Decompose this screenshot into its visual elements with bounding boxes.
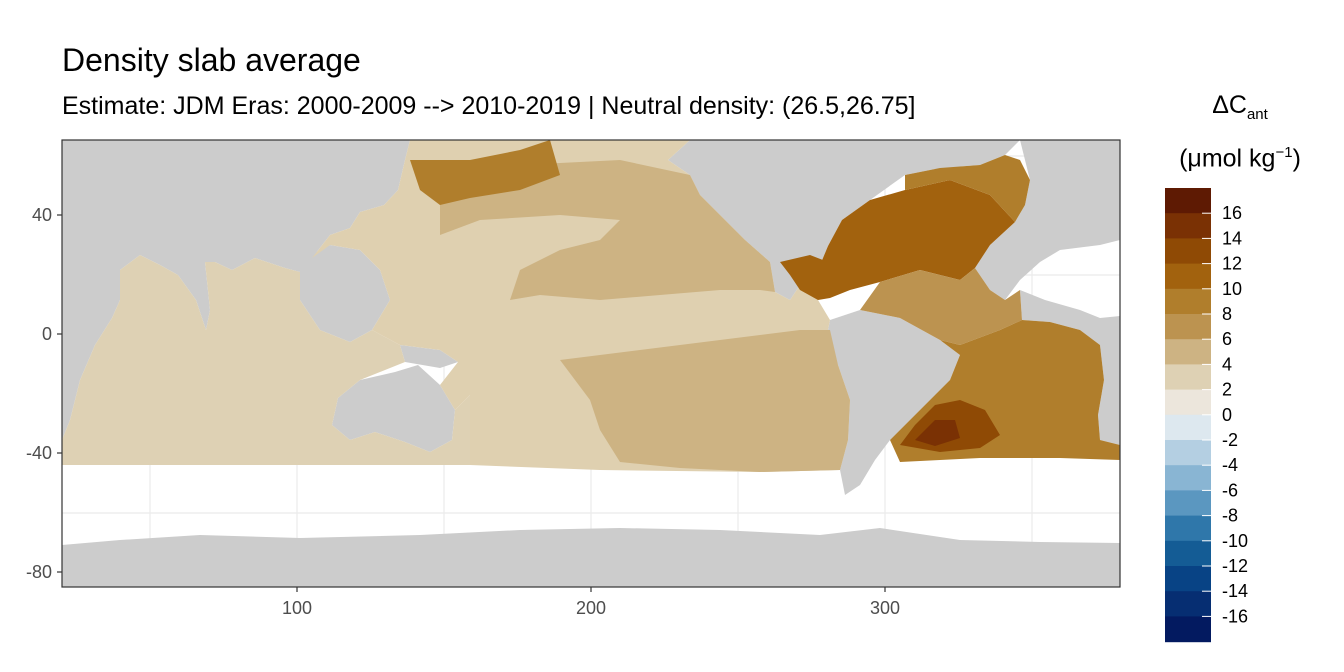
legend-swatch xyxy=(1165,591,1211,617)
y-tick-label: -80 xyxy=(26,562,52,582)
x-tick-label: 200 xyxy=(576,598,606,618)
ocean-gulf-caribbean xyxy=(780,255,830,300)
legend-swatch xyxy=(1165,515,1211,542)
legend-label: 10 xyxy=(1222,279,1242,299)
legend-label: 2 xyxy=(1222,380,1232,400)
legend-swatch xyxy=(1165,364,1211,391)
chart-title: Density slab average xyxy=(62,42,361,78)
x-axis-labels: 100 200 300 xyxy=(282,598,900,618)
legend-label: -8 xyxy=(1222,506,1238,526)
legend-swatch xyxy=(1165,238,1211,265)
legend-label: 0 xyxy=(1222,405,1232,425)
legend-label: 4 xyxy=(1222,354,1232,374)
legend-swatch xyxy=(1165,188,1211,214)
map-panel xyxy=(62,140,1120,587)
land-north-america xyxy=(668,140,1020,300)
land-south-america xyxy=(826,310,960,495)
legend-swatch xyxy=(1165,314,1211,340)
legend-label: -4 xyxy=(1222,455,1238,475)
x-tick-label: 300 xyxy=(870,598,900,618)
legend-swatch xyxy=(1165,490,1211,517)
ocean-atlantic-north xyxy=(818,180,1015,298)
legend-swatch xyxy=(1165,288,1211,315)
y-tick-label: -40 xyxy=(26,443,52,463)
legend-labels: 16 14 12 10 8 6 4 2 0 -2 -4 -6 -8 -10 -12 -14 -16 xyxy=(1222,203,1248,626)
legend-label: -14 xyxy=(1222,581,1248,601)
land-africa-east xyxy=(1020,290,1120,445)
ocean-atlantic-equatorial xyxy=(860,268,1022,345)
land-greenland xyxy=(900,140,1000,170)
legend-title-main: ΔC xyxy=(1212,91,1247,119)
y-tick-label: 40 xyxy=(32,205,52,225)
land-southeast-asia xyxy=(300,245,390,342)
legend-swatch xyxy=(1165,389,1211,416)
legend-swatch xyxy=(1165,440,1211,466)
ocean-argentine-core xyxy=(915,420,960,446)
ocean-north-pacific-band xyxy=(440,160,775,300)
legend-label: -6 xyxy=(1222,480,1238,500)
legend-label: -16 xyxy=(1222,606,1248,626)
legend-unit-open: (μmol kg xyxy=(1179,144,1276,173)
land-eurasia-africa xyxy=(62,140,410,440)
y-tick-label: 0 xyxy=(42,324,52,344)
y-axis-labels: 40 0 -40 -80 xyxy=(26,205,52,582)
ocean-indian xyxy=(62,255,470,465)
legend-label: 12 xyxy=(1222,254,1242,274)
legend-colorbar xyxy=(1165,188,1211,643)
legend-label: -2 xyxy=(1222,430,1238,450)
ocean-north-pacific-subpolar xyxy=(410,140,560,205)
legend-label: 16 xyxy=(1222,203,1242,223)
x-tick-label: 100 xyxy=(282,598,312,618)
land-europe-arctic xyxy=(975,140,1120,300)
legend-label: -12 xyxy=(1222,556,1248,576)
legend-swatch xyxy=(1165,616,1211,643)
legend-swatch xyxy=(1165,213,1211,239)
legend-unit-close: ) xyxy=(1292,144,1301,173)
legend-swatch xyxy=(1165,566,1211,592)
legend-title-sub: ant xyxy=(1246,106,1268,123)
legend-swatch xyxy=(1165,263,1211,290)
legend-swatch xyxy=(1165,414,1211,441)
legend-label: 14 xyxy=(1222,228,1242,248)
ocean-south-pacific-band xyxy=(560,330,850,472)
legend-swatch xyxy=(1165,339,1211,365)
chart-subtitle: Estimate: JDM Eras: 2000-2009 --> 2010-2… xyxy=(62,92,916,120)
axis-ticks xyxy=(57,214,886,592)
land-australia xyxy=(332,365,455,452)
legend-unit-sup: −1 xyxy=(1275,144,1293,161)
ocean-atlantic-northeast xyxy=(905,155,1030,222)
legend-swatch xyxy=(1165,540,1211,567)
land-antarctica xyxy=(62,528,1120,587)
legend-label: -10 xyxy=(1222,531,1248,551)
legend-label: 8 xyxy=(1222,304,1232,324)
land-new-guinea xyxy=(400,345,458,368)
legend-title: ΔCant (μmol kg−1) xyxy=(1150,86,1330,177)
legend-swatch xyxy=(1165,465,1211,491)
legend-label: 6 xyxy=(1222,329,1232,349)
